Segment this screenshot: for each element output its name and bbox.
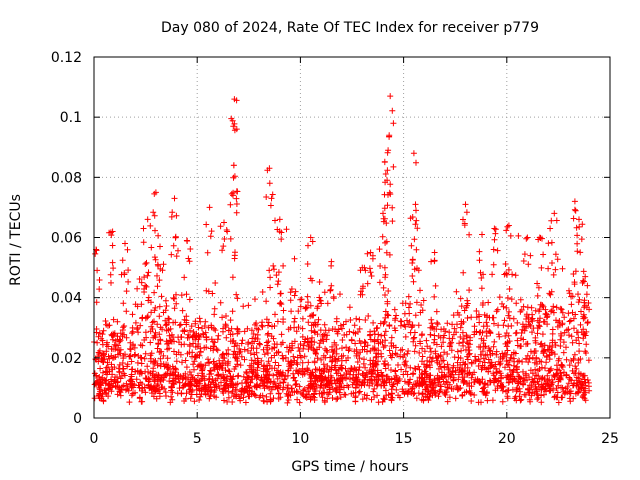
x-tick-label: 5 [193,431,202,447]
x-axis-label: GPS time / hours [291,459,408,475]
axis-ticks: 0 5 10 15 20 25 0 0.02 0.04 0.06 0.08 0.1 0.12 [51,50,619,447]
y-axis-label: ROTI / TECUs [8,194,24,286]
x-tick-label: 20 [498,431,516,447]
x-tick-label: 15 [395,431,413,447]
x-tick-label: 25 [601,431,619,447]
roti-point-markers [91,93,593,406]
y-tick-label: 0 [73,411,82,427]
y-tick-label: 0.12 [51,50,82,66]
y-tick-label: 0.02 [51,351,82,367]
x-tick-label: 10 [291,431,309,447]
data-points [91,93,593,406]
y-tick-label: 0.1 [60,110,82,126]
x-tick-label: 0 [90,431,99,447]
y-tick-label: 0.06 [51,231,82,247]
y-tick-label: 0.08 [51,170,82,186]
y-tick-label: 0.04 [51,291,82,307]
chart-title: Day 080 of 2024, Rate Of TEC Index for r… [161,20,539,36]
